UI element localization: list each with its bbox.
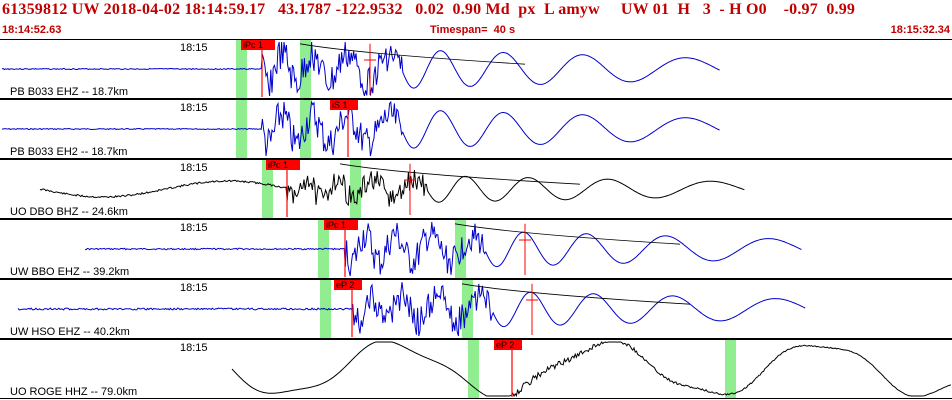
phase-pick-label: eP 2	[336, 280, 354, 290]
seismogram-panel-1[interactable]: iPc 1 18:15 PB B033 EHZ -- 18.7km	[0, 39, 952, 99]
waveform-trace	[231, 341, 952, 398]
channel-label: PB B033 EHZ -- 18.7km	[10, 86, 128, 98]
timespan-label: Timespan= 40 s	[430, 24, 516, 36]
phase-pick-box[interactable]	[494, 339, 522, 350]
green-window-marker	[455, 220, 466, 278]
phase-pick-label: iS 1	[332, 100, 348, 110]
green-window-marker	[462, 280, 473, 338]
phase-pick-box[interactable]	[324, 219, 358, 230]
green-window-marker	[350, 160, 361, 218]
channel-label: UW HSO EHZ -- 40.2km	[10, 326, 130, 338]
phase-pick-label: iPc 1	[243, 40, 263, 50]
waveform-trace	[1, 41, 720, 97]
phase-pick-box[interactable]	[241, 39, 275, 50]
coda-decay-curve	[339, 163, 581, 185]
coda-decay-curve	[454, 223, 681, 245]
time-label: 18:15	[180, 162, 208, 174]
phase-pick-label: iPc 1	[326, 220, 346, 230]
seismogram-panel-4[interactable]: iPc 1 18:15 UW BBO EHZ -- 39.2km	[0, 219, 952, 279]
channel-label: UO ROGE HHZ -- 79.0km	[10, 386, 137, 398]
phase-pick-label: iPc 1	[268, 160, 288, 170]
green-window-marker	[262, 160, 273, 218]
end-time-label: 18:15:32.34	[890, 24, 950, 36]
phase-pick-box[interactable]	[266, 159, 300, 170]
coda-decay-curve	[461, 283, 691, 305]
channel-label: PB B033 EH2 -- 18.7km	[10, 146, 127, 158]
phase-pick-box[interactable]	[334, 279, 362, 290]
seismogram-panel-6[interactable]: eP 2 18:15 UO ROGE HHZ -- 79.0km	[0, 339, 952, 399]
event-title: 61359812 UW 2018-04-02 18:14:59.17 43.17…	[2, 1, 856, 18]
channel-label: UW BBO EHZ -- 39.2km	[10, 266, 129, 278]
time-label: 18:15	[180, 42, 208, 54]
header-bar: 61359812 UW 2018-04-02 18:14:59.17 43.17…	[0, 0, 952, 38]
seismogram-panel-5[interactable]: eP 2 18:15 UW HSO EHZ -- 40.2km	[0, 279, 952, 339]
start-time-label: 18:14:52.63	[2, 24, 62, 36]
waveform-trace	[85, 221, 802, 277]
waveform-trace	[1, 100, 720, 157]
seismogram-panel-3[interactable]: iPc 1 18:15 UO DBO BHZ -- 24.6km	[0, 159, 952, 219]
waveform-trace	[17, 282, 806, 337]
seismogram-panel-2[interactable]: iS 1 18:15 PB B033 EH2 -- 18.7km	[0, 99, 952, 159]
seismogram-panels[interactable]: iPc 1 18:15 PB B033 EHZ -- 18.7km iS 1 18:15…	[0, 39, 952, 400]
time-label: 18:15	[180, 342, 208, 354]
time-label: 18:15	[180, 222, 208, 234]
green-window-marker	[300, 100, 311, 158]
coda-decay-curve	[299, 43, 526, 65]
phase-pick-label: eP 2	[496, 340, 514, 350]
time-label: 18:15	[180, 282, 208, 294]
phase-pick-box[interactable]	[330, 99, 358, 110]
green-window-marker	[725, 340, 736, 398]
green-window-marker	[468, 340, 479, 398]
channel-label: UO DBO BHZ -- 24.6km	[10, 206, 128, 218]
waveform-trace	[39, 170, 745, 207]
time-label: 18:15	[180, 102, 208, 114]
